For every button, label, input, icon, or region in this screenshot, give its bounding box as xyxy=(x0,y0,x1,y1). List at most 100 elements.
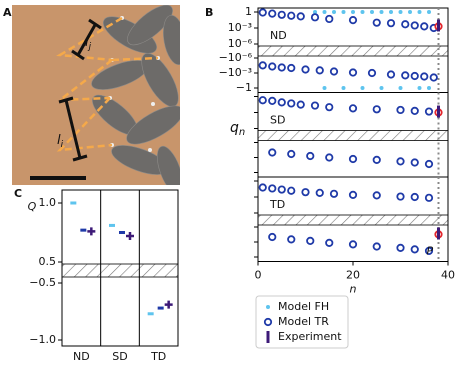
point xyxy=(119,231,125,234)
point xyxy=(147,312,154,316)
point xyxy=(287,11,296,20)
point xyxy=(258,8,267,17)
point xyxy=(277,98,286,107)
point xyxy=(370,10,374,14)
x-tick-label: SD xyxy=(112,350,127,363)
point xyxy=(437,227,440,240)
point xyxy=(287,186,296,195)
photo: A lj li xyxy=(3,5,180,185)
point xyxy=(277,185,286,194)
point xyxy=(268,62,277,71)
point xyxy=(277,63,286,72)
axes-frame xyxy=(61,189,179,347)
x-tick-label: TD xyxy=(150,350,166,363)
length-label: lj xyxy=(85,35,92,52)
point xyxy=(315,66,324,75)
point xyxy=(332,10,336,14)
point xyxy=(348,68,358,77)
point xyxy=(437,19,440,32)
y-tick-label: −1.0 xyxy=(29,333,56,346)
point xyxy=(325,153,334,162)
point xyxy=(268,96,277,105)
point xyxy=(424,159,434,169)
point xyxy=(427,10,431,14)
point xyxy=(313,10,317,14)
point xyxy=(87,227,96,236)
point xyxy=(420,72,429,81)
point xyxy=(348,104,358,113)
point xyxy=(277,10,286,19)
point xyxy=(420,22,429,31)
point xyxy=(396,105,405,115)
point xyxy=(287,235,296,244)
subpanel-name: ND xyxy=(270,29,287,42)
point xyxy=(396,243,405,252)
y-tick-label: 10⁻⁶ xyxy=(228,37,253,50)
point xyxy=(386,19,396,28)
y-axis-label: qn xyxy=(230,120,245,138)
panel-label: A xyxy=(3,6,12,19)
point xyxy=(348,190,358,199)
y-tick-label: −0.5 xyxy=(29,276,56,289)
point xyxy=(164,300,173,309)
point xyxy=(351,10,355,14)
point xyxy=(367,68,377,78)
point xyxy=(429,73,438,82)
legend-frame xyxy=(255,295,349,349)
point xyxy=(396,157,405,166)
point xyxy=(424,193,434,202)
point xyxy=(424,246,434,255)
point xyxy=(379,10,384,14)
point xyxy=(372,105,381,114)
point xyxy=(410,245,419,254)
panel-label: B xyxy=(205,6,213,19)
point xyxy=(329,189,339,198)
point xyxy=(417,86,422,90)
x-axis-label: n xyxy=(350,283,357,296)
point xyxy=(427,86,431,90)
point xyxy=(372,242,381,251)
point xyxy=(401,20,410,29)
point xyxy=(301,65,310,74)
point xyxy=(417,10,422,14)
point xyxy=(360,86,365,90)
point xyxy=(258,61,267,70)
point xyxy=(372,18,381,27)
point xyxy=(70,201,77,205)
point xyxy=(410,106,419,115)
y-tick-label: 0.5 xyxy=(39,255,57,268)
legend-marker xyxy=(263,317,273,327)
y-tick-label: 1.0 xyxy=(39,196,57,209)
point xyxy=(80,228,87,232)
point xyxy=(310,101,320,110)
subpanel-name: TD xyxy=(269,198,285,211)
point xyxy=(360,10,365,14)
point xyxy=(437,105,440,118)
x-tick-label: 0 xyxy=(255,269,262,282)
point xyxy=(410,158,419,167)
point xyxy=(322,86,327,90)
point xyxy=(398,10,403,14)
reference-label: P xyxy=(427,245,434,258)
point xyxy=(329,67,339,76)
hatch-break xyxy=(257,214,449,226)
point xyxy=(341,10,346,14)
point xyxy=(310,13,320,22)
point xyxy=(325,14,334,24)
point xyxy=(410,71,419,81)
point xyxy=(408,10,412,14)
point xyxy=(386,70,396,79)
point xyxy=(268,9,277,18)
point xyxy=(396,192,405,201)
point xyxy=(301,188,310,197)
legend-label: Experiment xyxy=(278,330,342,343)
point xyxy=(410,192,419,202)
point xyxy=(348,240,358,249)
point xyxy=(306,236,315,245)
point xyxy=(268,184,277,193)
point xyxy=(296,100,305,109)
point xyxy=(268,232,277,242)
subpanel-name: SD xyxy=(270,114,285,127)
point xyxy=(322,10,327,14)
